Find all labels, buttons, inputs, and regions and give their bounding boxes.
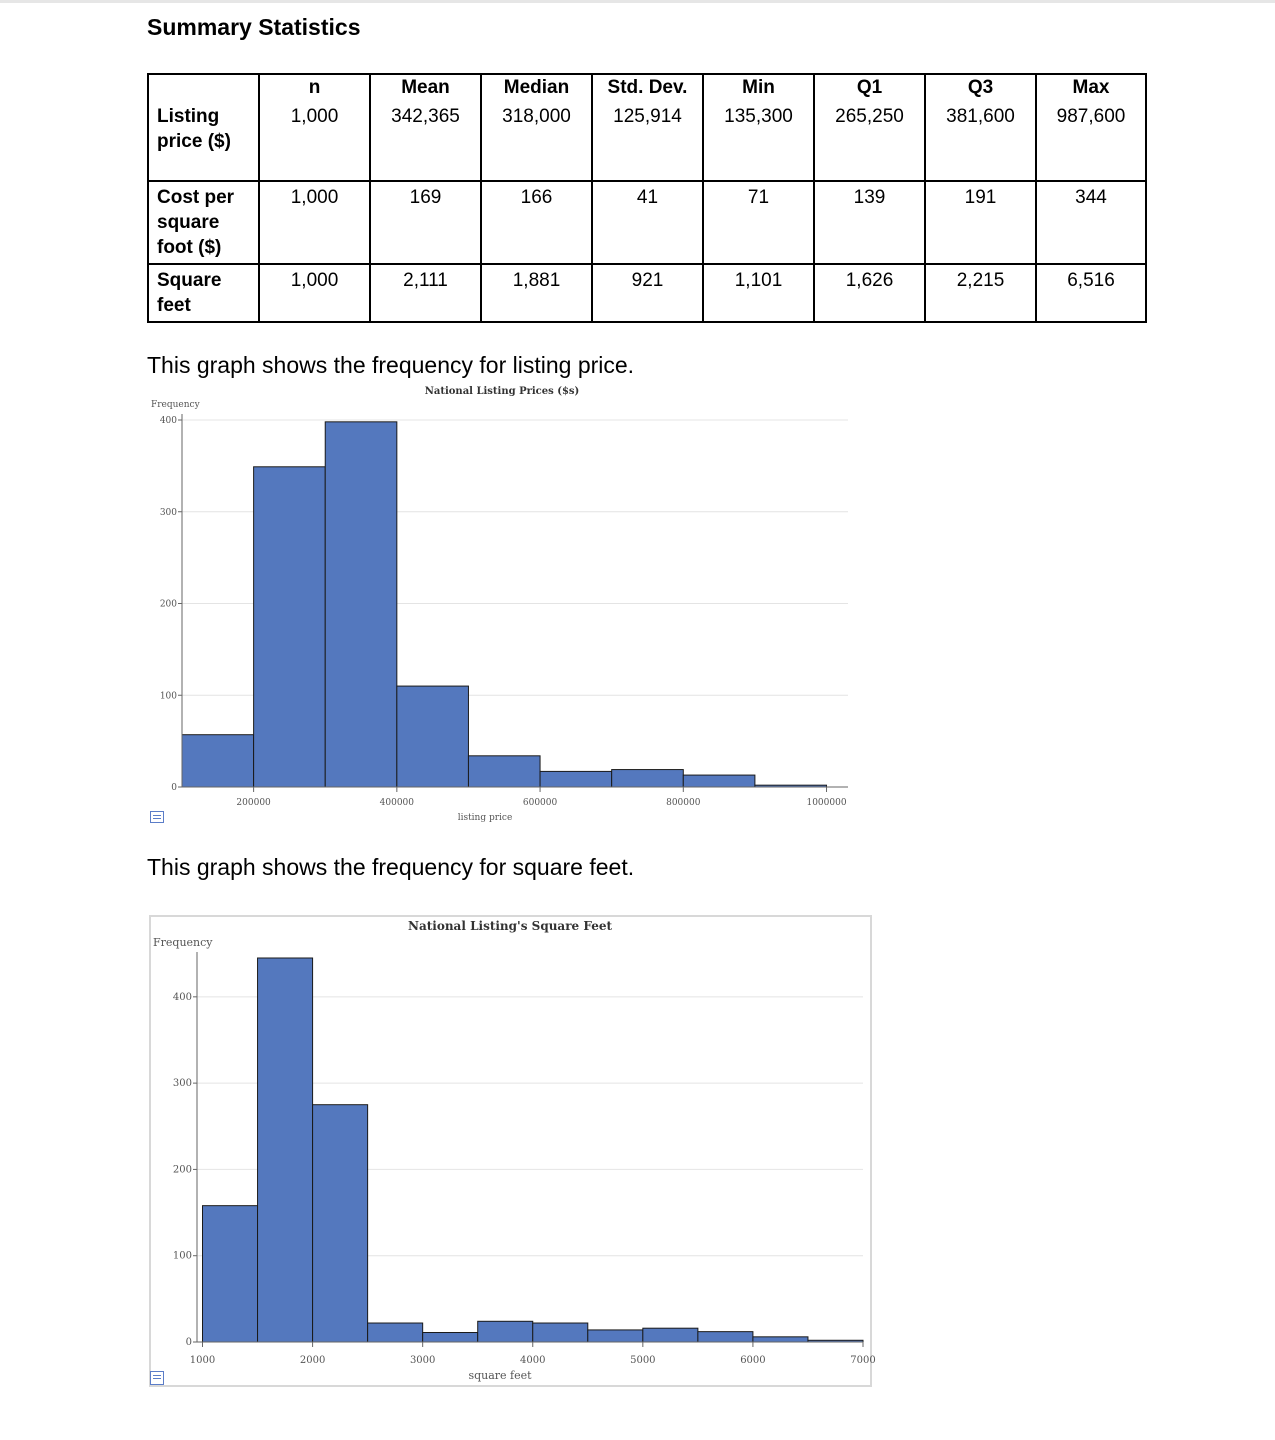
table-row: Cost per square foot ($) 1,000 169 166 4… <box>147 180 1147 265</box>
y-axis-label: Frequency <box>151 400 201 410</box>
chart-frame <box>149 915 872 1387</box>
histogram-bar <box>642 1327 699 1343</box>
table-cell: 135,300 <box>702 101 815 182</box>
histogram-bar <box>611 769 684 788</box>
summary-statistics-table: n Mean Median Std. Dev. Min Q1 Q3 Max Li… <box>147 73 1147 323</box>
table-cell: 2,111 <box>369 263 482 323</box>
y-axis-label: Frequency <box>153 936 213 949</box>
document-icon <box>150 811 164 823</box>
table-cell: 265,250 <box>813 101 926 182</box>
histogram-bar <box>324 421 398 788</box>
table-cell: 1,000 <box>258 180 371 265</box>
histogram-bar <box>396 685 469 788</box>
x-tick-label: 5000 <box>630 1355 655 1366</box>
table-header-row: n Mean Median Std. Dev. Min Q1 Q3 Max <box>147 73 1147 101</box>
table-cell: 139 <box>813 180 926 265</box>
x-tick-label: 3000 <box>410 1355 435 1366</box>
table-cell: 381,600 <box>924 101 1037 182</box>
table-cell: 1,626 <box>813 263 926 323</box>
y-tick-label: 400 <box>160 416 177 426</box>
y-tick-label: 300 <box>173 1078 192 1089</box>
table-cell: 342,365 <box>369 101 482 182</box>
x-tick-label: 1000 <box>190 1355 215 1366</box>
y-tick-label: 200 <box>160 600 177 610</box>
y-tick-label: 100 <box>173 1251 192 1262</box>
document-icon <box>150 1371 164 1385</box>
table-header-cell: Min <box>702 73 815 101</box>
histogram-bar <box>532 1322 589 1343</box>
table-header-cell: Q1 <box>813 73 926 101</box>
x-tick-label: 1000000 <box>806 798 846 808</box>
x-tick-label: 6000 <box>740 1355 765 1366</box>
histogram-bar <box>539 770 613 788</box>
row-label: Listing price ($) <box>147 101 260 182</box>
x-tick-label: 200000 <box>236 798 271 808</box>
table-header-cell: Mean <box>369 73 482 101</box>
y-tick-label: 0 <box>171 783 177 793</box>
table-cell: 1,101 <box>702 263 815 323</box>
table-cell: 318,000 <box>480 101 593 182</box>
table-cell: 71 <box>702 180 815 265</box>
table-header-cell <box>147 73 260 101</box>
x-tick-label: 2000 <box>300 1355 325 1366</box>
y-tick-label: 100 <box>160 691 177 701</box>
table-cell: 1,881 <box>480 263 593 323</box>
x-tick-label: 400000 <box>380 798 415 808</box>
page-top-border <box>0 0 1275 3</box>
x-tick-label: 7000 <box>850 1355 875 1366</box>
row-label: Square feet <box>147 263 260 323</box>
table-cell: 1,000 <box>258 101 371 182</box>
x-tick-label: 4000 <box>520 1355 545 1366</box>
table-row: Listing price ($) 1,000 342,365 318,000 … <box>147 101 1147 182</box>
table-header-cell: Median <box>480 73 593 101</box>
table-cell: 6,516 <box>1035 263 1147 323</box>
table-cell: 1,000 <box>258 263 371 323</box>
y-tick-label: 0 <box>186 1337 192 1348</box>
table-cell: 2,215 <box>924 263 1037 323</box>
x-tick-label: 800000 <box>666 798 701 808</box>
chart2-caption: This graph shows the frequency for squar… <box>147 854 635 880</box>
row-label: Cost per square foot ($) <box>147 180 260 265</box>
table-cell: 191 <box>924 180 1037 265</box>
table-header-cell: Q3 <box>924 73 1037 101</box>
page-title: Summary Statistics <box>147 14 361 40</box>
histogram-bar <box>467 755 541 788</box>
y-tick-label: 300 <box>160 508 177 518</box>
chart-title: National Listing Prices ($s) <box>425 386 580 397</box>
table-header-cell: Std. Dev. <box>591 73 704 101</box>
table-cell: 344 <box>1035 180 1147 265</box>
histogram-bar <box>181 734 255 788</box>
histogram-bar <box>257 957 314 1343</box>
chart1-caption: This graph shows the frequency for listi… <box>147 352 635 378</box>
table-cell: 921 <box>591 263 704 323</box>
histogram-bar <box>253 466 326 788</box>
table-row: Square feet 1,000 2,111 1,881 921 1,101 … <box>147 263 1147 323</box>
histogram-bar <box>587 1329 644 1343</box>
chart-title: National Listing's Square Feet <box>408 919 612 933</box>
table-header-cell: Max <box>1035 73 1147 101</box>
table-cell: 987,600 <box>1035 101 1147 182</box>
table-header-cell: n <box>258 73 371 101</box>
histogram-bar <box>752 1336 809 1343</box>
x-tick-label: 600000 <box>523 798 558 808</box>
histogram-bar <box>312 1104 369 1343</box>
histogram-bar <box>202 1205 259 1343</box>
x-axis-label: listing price <box>458 813 513 823</box>
table-cell: 125,914 <box>591 101 704 182</box>
table-cell: 166 <box>480 180 593 265</box>
table-cell: 41 <box>591 180 704 265</box>
histogram-bar <box>697 1331 754 1343</box>
table-cell: 169 <box>369 180 482 265</box>
x-axis-label: square feet <box>468 1369 532 1382</box>
histogram-bar <box>682 774 756 788</box>
histogram-bar <box>422 1332 479 1343</box>
y-tick-label: 200 <box>173 1164 192 1175</box>
histogram-bar <box>367 1322 424 1343</box>
histogram-bar <box>477 1320 534 1343</box>
y-tick-label: 400 <box>173 992 192 1003</box>
